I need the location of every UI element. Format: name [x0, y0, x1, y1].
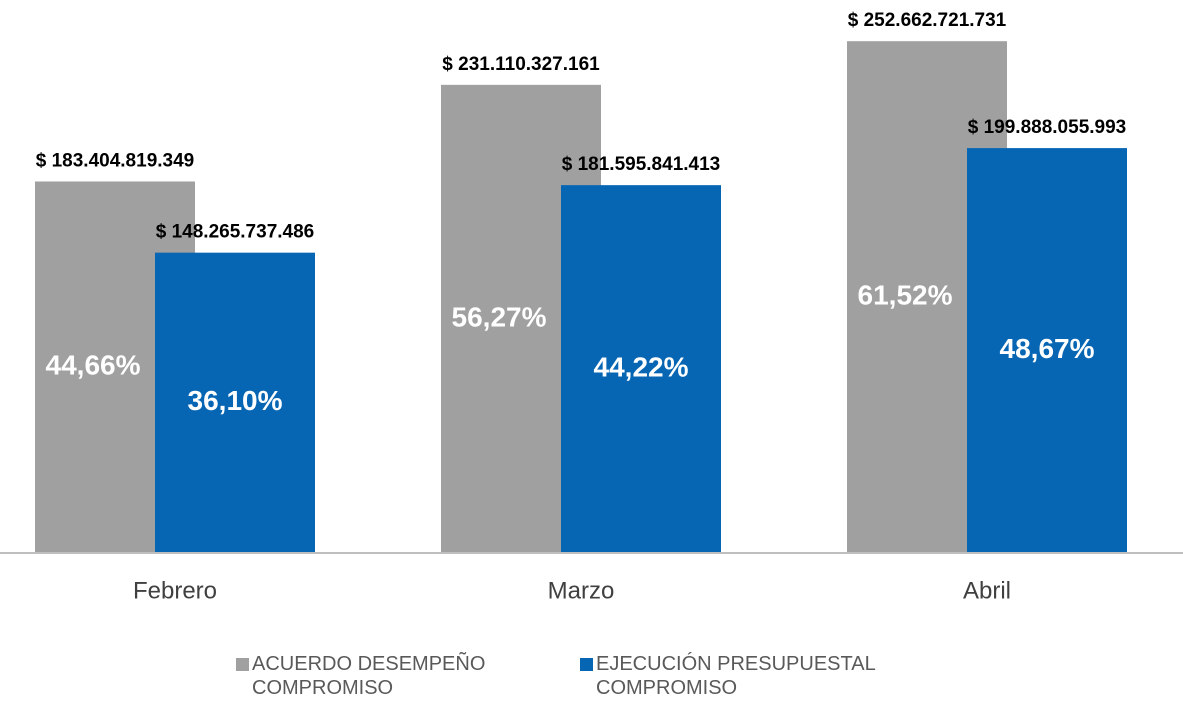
x-tick-label: Febrero [133, 577, 217, 604]
x-tick-label: Abril [963, 577, 1011, 604]
value-label: $ 183.404.819.349 [36, 151, 195, 172]
value-label: $ 252.662.721.731 [848, 10, 1007, 31]
legend-swatch [236, 658, 249, 671]
value-label: $ 199.888.055.993 [968, 117, 1127, 138]
share-label: 61,52% [858, 279, 953, 310]
share-label: 44,66% [46, 350, 141, 381]
value-label: $ 148.265.737.486 [156, 222, 315, 243]
bar [561, 185, 721, 553]
share-label: 48,67% [1000, 333, 1095, 364]
legend-label: EJECUCIÓN PRESUPUESTAL COMPROMISO [596, 653, 875, 699]
share-label: 56,27% [452, 301, 547, 332]
legend-item: ACUERDO DESEMPEÑO COMPROMISO [236, 652, 546, 700]
bar [155, 252, 315, 553]
legend-item: EJECUCIÓN PRESUPUESTAL COMPROMISO [580, 652, 950, 700]
legend-swatch [580, 658, 593, 671]
value-label: $ 181.595.841.413 [562, 154, 721, 175]
x-tick-label: Marzo [548, 577, 615, 604]
share-label: 36,10% [188, 385, 283, 416]
plot: Febrero Marzo Abril $ 183.404.819.349 44,66%… [0, 10, 1183, 604]
share-label: 44,22% [594, 351, 689, 382]
legend-label: ACUERDO DESEMPEÑO COMPROMISO [252, 653, 486, 699]
bar [967, 148, 1127, 553]
value-label: $ 231.110.327.161 [442, 54, 600, 75]
